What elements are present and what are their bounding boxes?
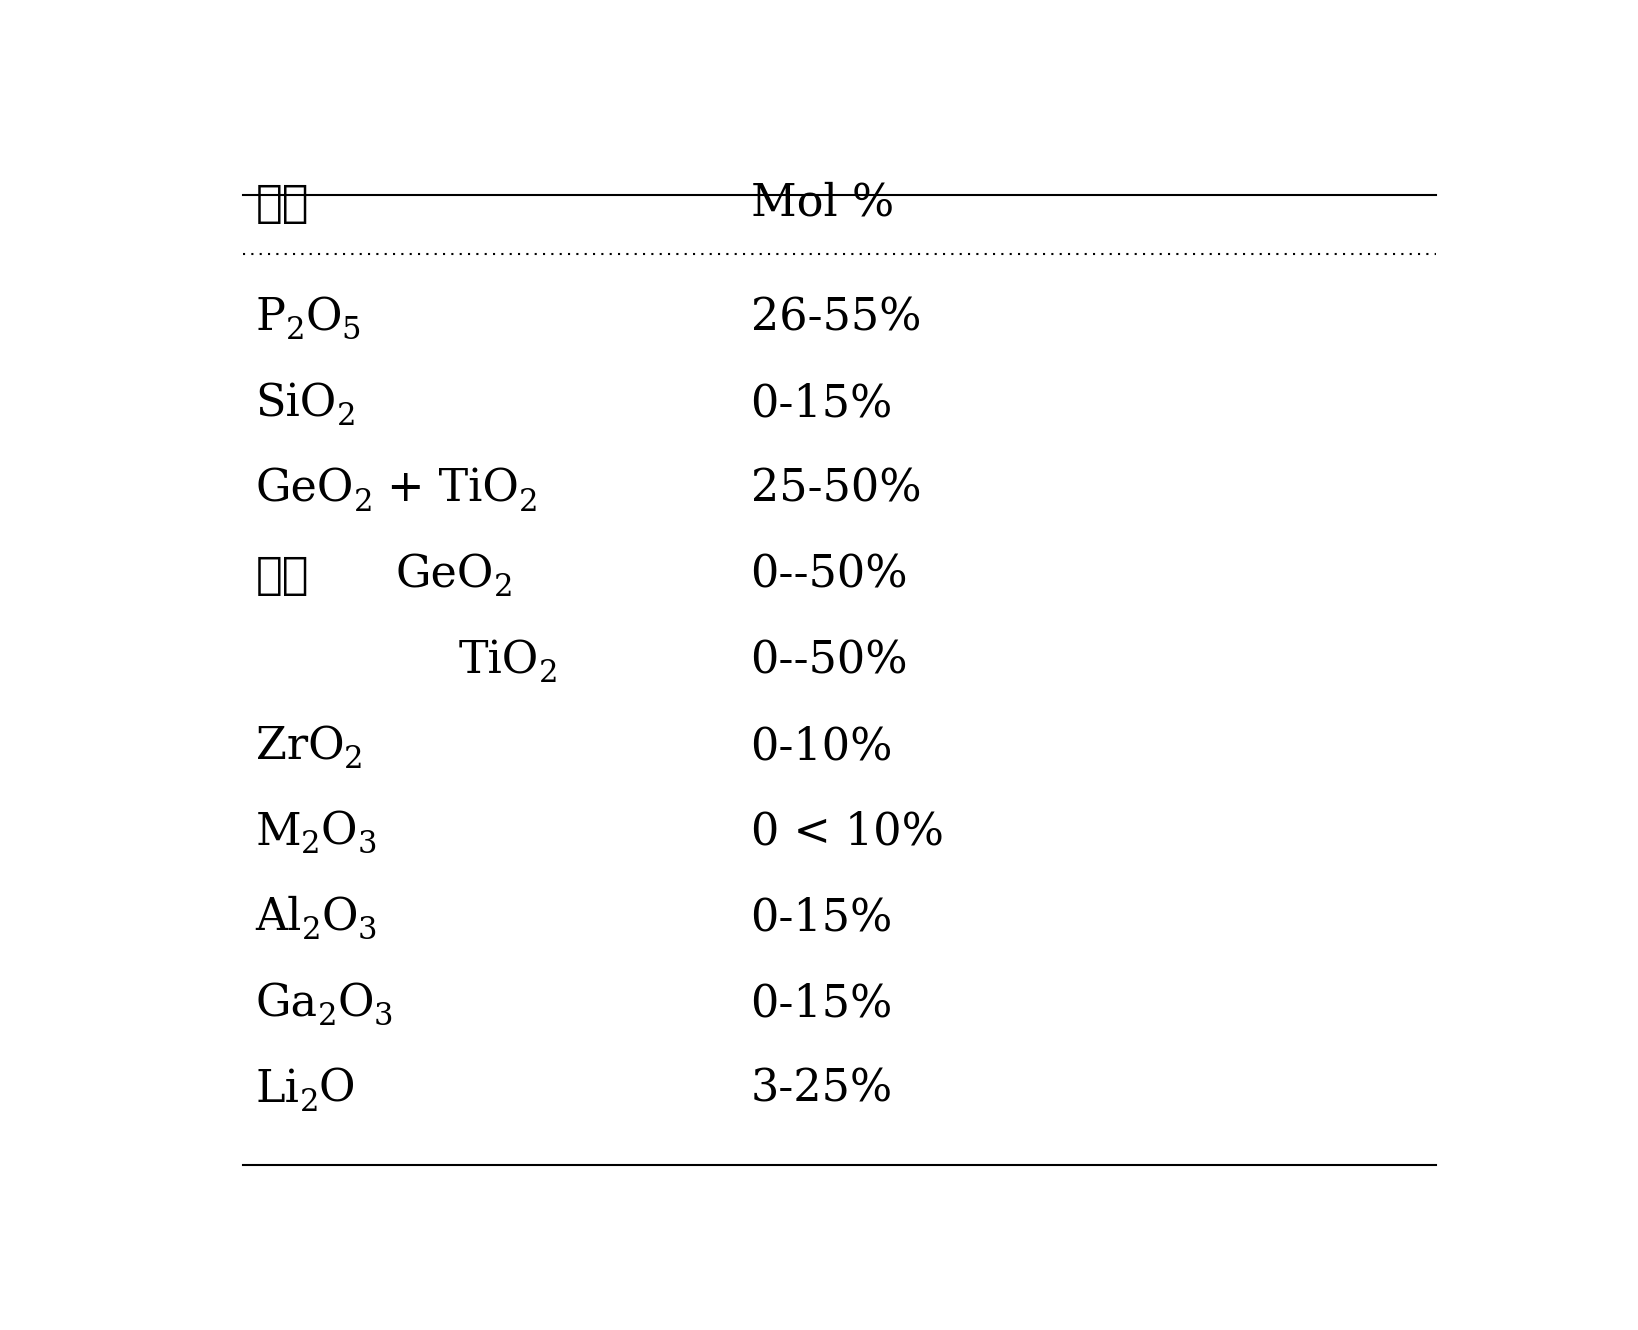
Text: O: O <box>337 982 373 1025</box>
Text: 2: 2 <box>301 830 321 861</box>
Text: 0-15%: 0-15% <box>750 382 893 426</box>
Text: 0 < 10%: 0 < 10% <box>750 810 943 854</box>
Text: 2: 2 <box>493 572 513 604</box>
Text: 2: 2 <box>318 1001 337 1032</box>
Text: O: O <box>321 810 357 854</box>
Text: SiO: SiO <box>256 382 337 426</box>
Text: 5: 5 <box>342 315 360 346</box>
Text: 25-50%: 25-50% <box>750 468 921 511</box>
Text: 26-55%: 26-55% <box>750 297 921 339</box>
Text: 3-25%: 3-25% <box>750 1068 893 1111</box>
Text: O: O <box>305 297 342 339</box>
Text: 0-10%: 0-10% <box>750 725 893 767</box>
Text: 0--50%: 0--50% <box>750 553 907 597</box>
Text: GeO: GeO <box>395 553 493 597</box>
Text: 2: 2 <box>300 1087 319 1117</box>
Text: GeO: GeO <box>256 468 354 511</box>
Text: 2: 2 <box>519 487 539 517</box>
Text: 组分: 组分 <box>256 182 310 225</box>
Text: 2: 2 <box>539 658 559 689</box>
Text: ZrO: ZrO <box>256 725 344 767</box>
Text: P: P <box>256 297 285 339</box>
Text: 2: 2 <box>354 487 373 517</box>
Text: + TiO: + TiO <box>373 468 519 511</box>
Text: Li: Li <box>256 1068 300 1111</box>
Text: 0-15%: 0-15% <box>750 982 893 1025</box>
Text: 0--50%: 0--50% <box>750 640 907 682</box>
Text: O: O <box>319 1068 355 1111</box>
Text: 其中: 其中 <box>256 553 310 597</box>
Text: 2: 2 <box>285 315 305 346</box>
Text: M: M <box>256 810 301 854</box>
Text: Mol %: Mol % <box>750 182 894 225</box>
Text: 3: 3 <box>373 1001 393 1032</box>
Text: 3: 3 <box>359 915 377 946</box>
Text: Ga: Ga <box>256 982 318 1025</box>
Text: TiO: TiO <box>459 640 539 682</box>
Text: 2: 2 <box>301 915 321 946</box>
Text: 0-15%: 0-15% <box>750 896 893 939</box>
Text: 3: 3 <box>357 830 377 861</box>
Text: Al: Al <box>256 896 301 939</box>
Text: O: O <box>321 896 359 939</box>
Text: 2: 2 <box>337 400 357 432</box>
Text: 2: 2 <box>344 743 364 774</box>
